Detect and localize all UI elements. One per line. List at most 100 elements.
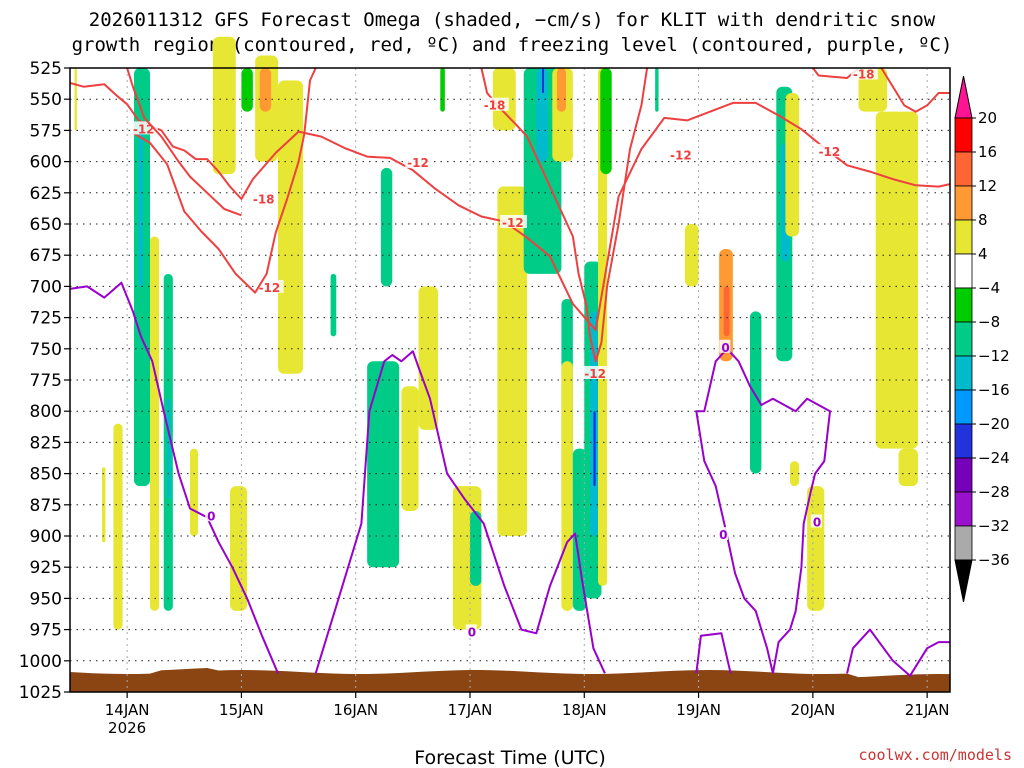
colorbar-label: −4 — [978, 279, 1000, 297]
colorbar-segment — [954, 491, 973, 527]
omega-shade-cell — [542, 68, 544, 93]
colorbar-label: −28 — [978, 483, 1010, 501]
y-tick-label: 700 — [30, 277, 62, 297]
y-axis: 525 550 575 600 625 650 675 700 725 750 775 800 825 8… — [19, 59, 70, 703]
omega-shade-cell — [790, 461, 800, 487]
chart-title-line-1: 2026011312 GFS Forecast Omega (shaded, −… — [89, 9, 936, 31]
omega-shade-cell — [556, 68, 566, 112]
credit-text: coolwx.com/models — [858, 746, 1012, 764]
y-tick-label: 525 — [30, 59, 62, 79]
colorbar-segment — [954, 185, 973, 221]
omega-shade-cell — [380, 167, 393, 287]
colorbar-label: −24 — [978, 449, 1010, 467]
colorbar-label: −12 — [978, 347, 1010, 365]
omega-shade-cell — [190, 448, 198, 536]
omega-shade-cell — [561, 361, 573, 611]
omega-shade-cell — [593, 411, 596, 487]
contour-label: -12 — [819, 145, 841, 159]
contour-label-bg — [465, 624, 477, 638]
colorbar-segment — [954, 355, 973, 391]
x-tick-label: 14JAN — [105, 701, 150, 719]
y-tick-label: 950 — [30, 589, 62, 609]
y-tick-label: 600 — [30, 153, 62, 173]
colorbar-label: 4 — [978, 245, 988, 263]
omega-shade-cell — [440, 68, 445, 112]
contour-label: -12 — [407, 156, 429, 170]
y-tick-label: 1025 — [19, 683, 62, 703]
contour-label: -12 — [502, 216, 524, 230]
contour-label-bg — [500, 215, 527, 228]
omega-shade-cell — [278, 80, 304, 374]
red-contour-right-edge — [880, 67, 950, 113]
omega-shade-cell — [401, 386, 419, 512]
red-contour-mid2 — [480, 67, 649, 363]
colorbar-segment — [954, 525, 973, 561]
contour-label: 0 — [813, 516, 821, 530]
omega-shade-cell — [367, 361, 400, 568]
colorbar-label: −16 — [978, 381, 1010, 399]
y-tick-label: 675 — [30, 246, 62, 266]
omega-shade-cell — [418, 286, 438, 430]
colorbar-label: 16 — [978, 143, 997, 161]
colorbar-top-arrow — [954, 75, 973, 119]
x-axis-label: Forecast Time (UTC) — [414, 747, 605, 768]
omega-shade-cell — [241, 68, 253, 112]
omega-shade-cell — [572, 448, 587, 611]
contour-label-bg — [405, 155, 433, 169]
y-tick-label: 1000 — [19, 652, 62, 672]
contour-label-bg — [717, 527, 729, 540]
omega-shade-cell — [470, 511, 482, 586]
colorbar-label: 8 — [978, 211, 988, 229]
contour-label: -12 — [133, 122, 155, 136]
y-tick-label: 775 — [30, 371, 62, 391]
freezing-level-contour-layer: 0 0 0 0 0 — [69, 281, 950, 677]
contour-label: -12 — [584, 367, 606, 381]
y-tick-label: 800 — [30, 402, 62, 422]
colorbar: 20 16 12 8 4 −4 −8 −12 −16 −20 −24 −28 −32 −36 — [954, 75, 1010, 603]
colorbar-label: −20 — [978, 415, 1010, 433]
x-tick-label: 18JAN — [562, 701, 607, 719]
dgz-contour-layer: -18 -12 -12 -12 -12 -12 -12 -12 -18 -18 — [69, 66, 951, 381]
contour-label-bg — [250, 191, 278, 205]
red-contour-left — [132, 67, 317, 294]
y-tick-label: 550 — [30, 90, 62, 110]
omega-shade-cell — [167, 398, 171, 499]
terrain-surface — [70, 667, 950, 692]
colorbar-segment — [954, 253, 973, 289]
omega-shade-cell — [150, 236, 160, 611]
red-contour-mid — [126, 67, 242, 217]
colorbar-segment — [954, 423, 973, 459]
colorbar-segment — [954, 287, 973, 323]
omega-shade-cell — [684, 224, 699, 287]
y-tick-label: 650 — [30, 215, 62, 235]
grid-layer — [70, 67, 950, 693]
contour-label: 0 — [721, 341, 729, 355]
contour-label-bg — [205, 508, 217, 522]
contour-label: 0 — [719, 528, 727, 542]
y-tick-label: 925 — [30, 558, 62, 578]
colorbar-label: −36 — [978, 551, 1010, 569]
red-contour-upper — [69, 82, 951, 332]
x-tick-label: 17JAN — [448, 701, 493, 719]
contour-label: -18 — [853, 67, 875, 81]
omega-shade-cell — [212, 36, 236, 175]
y-tick-label: 875 — [30, 496, 62, 516]
contour-label: -18 — [253, 192, 275, 206]
x-tick-sublabel: 2026 — [108, 719, 146, 737]
colorbar-label: −8 — [978, 313, 1000, 331]
colorbar-bottom-arrow — [954, 559, 973, 603]
colorbar-label: 12 — [978, 177, 997, 195]
colorbar-segment — [954, 151, 973, 187]
x-tick-label: 20JAN — [790, 701, 835, 719]
omega-shading-layer — [74, 36, 918, 630]
omega-shade-cell — [807, 486, 825, 611]
y-tick-label: 900 — [30, 527, 62, 547]
omega-shade-cell — [600, 68, 612, 175]
freezing-level-right2 — [695, 347, 831, 674]
terrain-layer — [70, 667, 950, 692]
omega-shade-cell — [230, 486, 248, 611]
omega-shade-cell — [875, 111, 918, 449]
colorbar-segment — [954, 389, 973, 425]
